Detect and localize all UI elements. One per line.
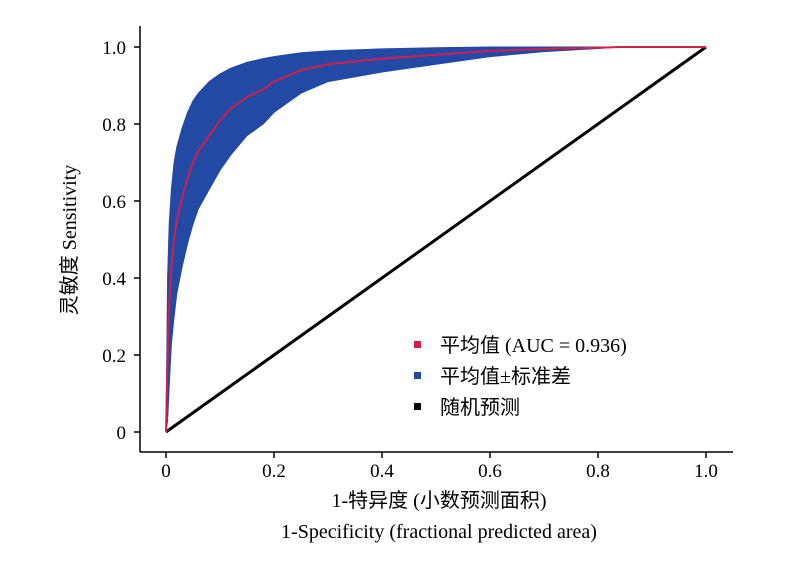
random-prediction-line — [165, 45, 707, 434]
band-layer — [165, 46, 706, 433]
x-tick-label: 0.8 — [586, 461, 610, 482]
x-ticks: 0 0.2 0.4 0.6 0.8 1.0 — [161, 452, 718, 482]
y-tick-label: 1.0 — [102, 38, 126, 59]
legend-swatch-band — [414, 372, 421, 379]
x-axis-title: 1-特异度 (小数预测面积) — [332, 489, 547, 512]
y-ticks: 0 0.2 0.4 0.6 0.8 1.0 — [102, 38, 140, 444]
x-axis-title-english: 1-Specificity (fractional predicted area… — [281, 521, 597, 543]
mean-roc-line — [165, 46, 706, 433]
x-tick-label: 0.6 — [478, 461, 502, 482]
x-tick-label: 0 — [161, 461, 171, 482]
legend-swatch-mean — [414, 341, 421, 348]
y-tick-label: 0 — [117, 423, 127, 444]
legend-label-random: 随机预测 — [440, 396, 520, 419]
axes-layer — [139, 26, 733, 453]
legend: 平均值 (AUC = 0.936) 平均值±标准差 随机预测 — [414, 334, 627, 419]
line-layer — [165, 45, 707, 434]
x-tick-label: 1.0 — [694, 461, 718, 482]
y-tick-label: 0.6 — [102, 192, 126, 213]
y-tick-label: 0.4 — [102, 269, 126, 290]
x-tick-label: 0.4 — [370, 461, 394, 482]
legend-swatch-random — [414, 403, 421, 410]
std-band-area — [165, 46, 706, 433]
legend-label-band: 平均值±标准差 — [440, 365, 571, 388]
legend-label-mean: 平均值 (AUC = 0.936) — [440, 334, 627, 357]
y-axis-title: 灵敏度 Sensitivity — [58, 165, 81, 316]
y-tick-label: 0.2 — [102, 346, 126, 367]
x-tick-label: 0.2 — [262, 461, 286, 482]
y-tick-label: 0.8 — [102, 115, 126, 136]
